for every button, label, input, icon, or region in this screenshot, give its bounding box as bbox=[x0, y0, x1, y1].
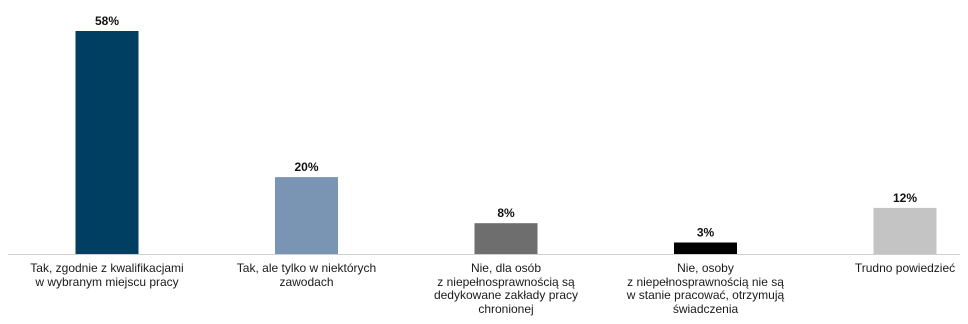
value-label-1: 58% bbox=[95, 14, 119, 28]
bars-layer bbox=[75, 31, 937, 254]
category-label-1: Tak, zgodnie z kwalifikacjami w wybranym… bbox=[30, 261, 184, 289]
bar-1 bbox=[75, 31, 139, 254]
value-label-3: 8% bbox=[497, 206, 515, 220]
bar-3 bbox=[474, 223, 538, 254]
category-label-3: Nie, dla osób z niepełnosprawnością są d… bbox=[433, 261, 579, 316]
value-label-2: 20% bbox=[294, 160, 318, 174]
category-label-4: Nie, osoby z niepełnosprawnością nie są … bbox=[626, 261, 785, 316]
category-label-2: Tak, ale tylko w niektórych zawodach bbox=[236, 261, 377, 289]
bar-5 bbox=[873, 207, 937, 254]
category-label-5: Trudno powiedzieć bbox=[854, 261, 956, 275]
value-labels-layer: 58% 20% 8% 3% 12% bbox=[95, 14, 917, 240]
value-label-5: 12% bbox=[893, 191, 917, 205]
bar-2 bbox=[275, 177, 338, 254]
value-label-4: 3% bbox=[697, 226, 715, 240]
bar-4 bbox=[674, 242, 737, 254]
